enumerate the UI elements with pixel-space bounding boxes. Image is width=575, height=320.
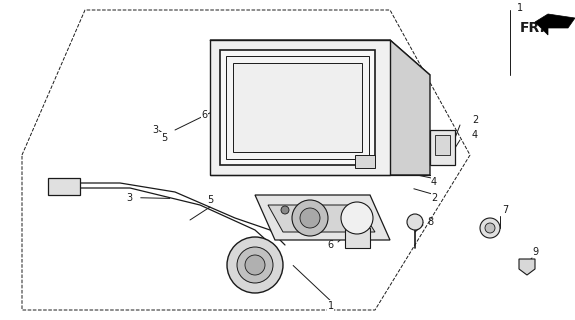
Text: 8: 8	[262, 108, 267, 119]
Circle shape	[227, 237, 283, 293]
Text: 4: 4	[472, 130, 478, 140]
Circle shape	[485, 223, 495, 233]
Text: 2: 2	[472, 115, 478, 125]
Text: 9: 9	[365, 88, 371, 98]
Text: 1: 1	[328, 300, 334, 311]
Text: 4: 4	[431, 177, 437, 188]
Polygon shape	[210, 40, 430, 75]
Polygon shape	[226, 56, 369, 159]
Polygon shape	[430, 130, 455, 165]
Text: 7: 7	[322, 120, 328, 130]
Text: 5: 5	[207, 195, 213, 205]
Text: FR.: FR.	[520, 21, 546, 35]
Text: 3: 3	[126, 193, 132, 204]
Circle shape	[237, 247, 273, 283]
Polygon shape	[22, 10, 470, 310]
Text: 1: 1	[517, 3, 523, 13]
Polygon shape	[435, 135, 450, 155]
Circle shape	[281, 206, 289, 214]
Text: 5: 5	[161, 132, 167, 143]
Text: 8: 8	[427, 217, 433, 227]
Polygon shape	[210, 40, 390, 175]
Text: 9: 9	[532, 247, 538, 257]
Circle shape	[245, 255, 265, 275]
Polygon shape	[48, 178, 80, 195]
Polygon shape	[220, 50, 375, 165]
Text: 7: 7	[502, 205, 508, 215]
Circle shape	[300, 208, 320, 228]
Circle shape	[341, 202, 373, 234]
Text: 2: 2	[431, 193, 437, 204]
Text: 3: 3	[152, 125, 158, 135]
Polygon shape	[519, 259, 535, 275]
Polygon shape	[345, 228, 370, 248]
Polygon shape	[268, 205, 375, 232]
Polygon shape	[390, 40, 430, 175]
Circle shape	[480, 218, 500, 238]
Polygon shape	[255, 195, 390, 240]
Circle shape	[292, 200, 328, 236]
Polygon shape	[233, 63, 362, 152]
Text: 6: 6	[201, 110, 207, 120]
Polygon shape	[355, 155, 375, 168]
Text: 6: 6	[327, 240, 333, 250]
Polygon shape	[535, 14, 575, 35]
Circle shape	[407, 214, 423, 230]
